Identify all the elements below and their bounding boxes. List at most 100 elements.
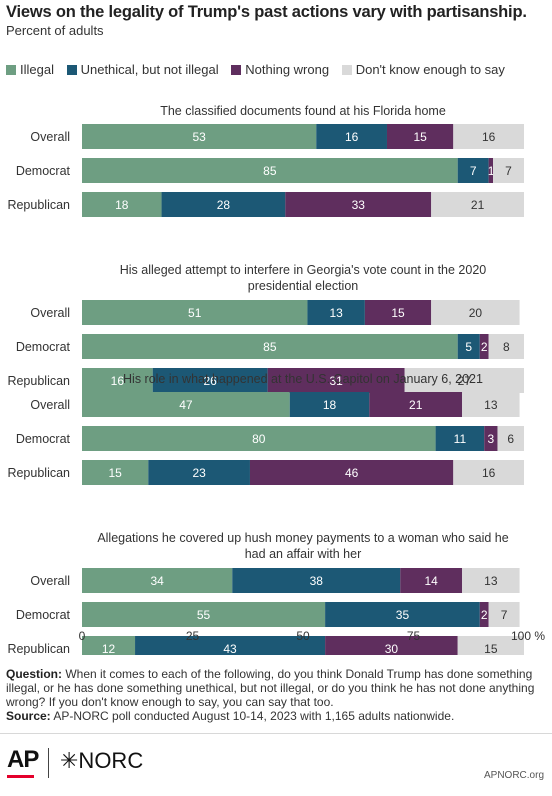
group-title-line: His role in what happened at the U.S. Ca… (123, 372, 483, 386)
bar-segment (497, 426, 524, 451)
data-label: 5 (465, 340, 472, 354)
bar-segment (462, 568, 520, 593)
bar-segment (285, 192, 432, 217)
bar-segment (369, 392, 463, 417)
legend-swatch-dont-know (341, 65, 352, 75)
data-label: 18 (115, 198, 129, 212)
data-label: 13 (484, 574, 498, 588)
legend-item-unethical: Unethical, but not illegal (66, 62, 219, 77)
bar-segment (82, 192, 162, 217)
bar-segment (82, 124, 317, 149)
legend-item-nothing-wrong: Nothing wrong (231, 62, 329, 77)
data-label: 13 (484, 398, 498, 412)
site-link[interactable]: APNORC.org (483, 770, 544, 781)
x-tick-label: 25 (186, 629, 200, 643)
legend-label-illegal: Illegal (20, 62, 54, 77)
bar-segment (82, 568, 233, 593)
data-label: 3 (488, 432, 495, 446)
question-label: Question: (6, 667, 62, 681)
bar-segment (431, 300, 520, 325)
legend-swatch-unethical (66, 65, 77, 75)
group-title-line: The classified documents found at his Fl… (160, 104, 446, 118)
legend-swatch-nothing-wrong (231, 65, 242, 75)
bar-segment (488, 334, 524, 359)
data-label: 55 (197, 608, 211, 622)
data-label: 15 (391, 306, 405, 320)
bar-segment (267, 368, 405, 393)
data-label: 80 (252, 432, 266, 446)
source-label: Source: (6, 709, 51, 723)
group-title-line: His alleged attempt to interfere in Geor… (120, 263, 487, 277)
bar-segment (364, 300, 432, 325)
bar-segment (82, 368, 153, 393)
x-tick-label: 50 (296, 629, 310, 643)
bar-segment (82, 300, 308, 325)
data-label: 35 (396, 608, 410, 622)
data-label: 14 (425, 574, 439, 588)
bar-segment (479, 602, 489, 627)
data-label: 15 (413, 130, 427, 144)
legend-label-unethical: Unethical, but not illegal (80, 62, 219, 77)
legend-item-dont-know: Don't know enough to say (341, 62, 505, 77)
data-label: 34 (150, 574, 164, 588)
legend-label-dont-know: Don't know enough to say (355, 62, 505, 77)
legend-label-nothing-wrong: Nothing wrong (245, 62, 330, 77)
data-label: 46 (345, 466, 359, 480)
row-label: Republican (7, 374, 70, 388)
data-label: 18 (323, 398, 337, 412)
x-tick-label: 100 % (511, 629, 545, 643)
group-title-line: presidential election (248, 279, 359, 293)
bar-segment (161, 192, 286, 217)
bar-segment (82, 426, 436, 451)
data-label: 8 (503, 340, 510, 354)
footer-divider (0, 733, 552, 734)
data-label: 7 (470, 164, 477, 178)
bar-segment (493, 158, 524, 183)
data-label: 20 (469, 306, 483, 320)
question-text: When it comes to each of the following, … (6, 667, 535, 709)
data-label: 27 (458, 374, 472, 388)
logo-divider (48, 748, 49, 778)
bar-segment (82, 158, 458, 183)
row-label: Democrat (16, 340, 71, 354)
row-label: Overall (30, 306, 70, 320)
data-label: 26 (204, 374, 218, 388)
bar-segment (457, 334, 480, 359)
row-label: Overall (30, 398, 70, 412)
data-label: 28 (217, 198, 231, 212)
bar-segment (82, 460, 149, 485)
bar-segment (148, 460, 250, 485)
source-text: AP-NORC poll conducted August 10-14, 202… (50, 709, 455, 723)
data-label: 53 (192, 130, 206, 144)
x-tick-label: 75 (407, 629, 421, 643)
row-label: Republican (7, 466, 70, 480)
bar-segment (82, 334, 458, 359)
bar-segment (289, 392, 370, 417)
data-label: 15 (484, 642, 498, 655)
chart-notes: Question: When it comes to each of the f… (6, 667, 546, 723)
bar-segment (488, 158, 494, 183)
data-label: 21 (471, 198, 485, 212)
data-label: 16 (482, 130, 496, 144)
bar-segment (462, 392, 520, 417)
bar-segment (453, 124, 524, 149)
data-label: 13 (329, 306, 343, 320)
bar-segment (431, 192, 524, 217)
data-label: 16 (345, 130, 359, 144)
data-label: 7 (501, 608, 508, 622)
bar-segment (479, 334, 489, 359)
chart-title: Views on the legality of Trump's past ac… (6, 3, 527, 21)
chart-subtitle: Percent of adults (6, 23, 104, 38)
data-label: 31 (329, 374, 343, 388)
group-title-line: Allegations he covered up hush money pay… (97, 531, 508, 545)
bar-segment (435, 426, 485, 451)
bar-segment (307, 300, 365, 325)
data-label: 2 (481, 340, 488, 354)
ap-logo-underline (7, 775, 34, 778)
bar-segment (404, 368, 524, 393)
row-label: Democrat (16, 432, 71, 446)
bar-segment (82, 636, 136, 655)
row-label: Overall (30, 574, 70, 588)
bar-segment (249, 460, 454, 485)
row-label: Overall (30, 130, 70, 144)
